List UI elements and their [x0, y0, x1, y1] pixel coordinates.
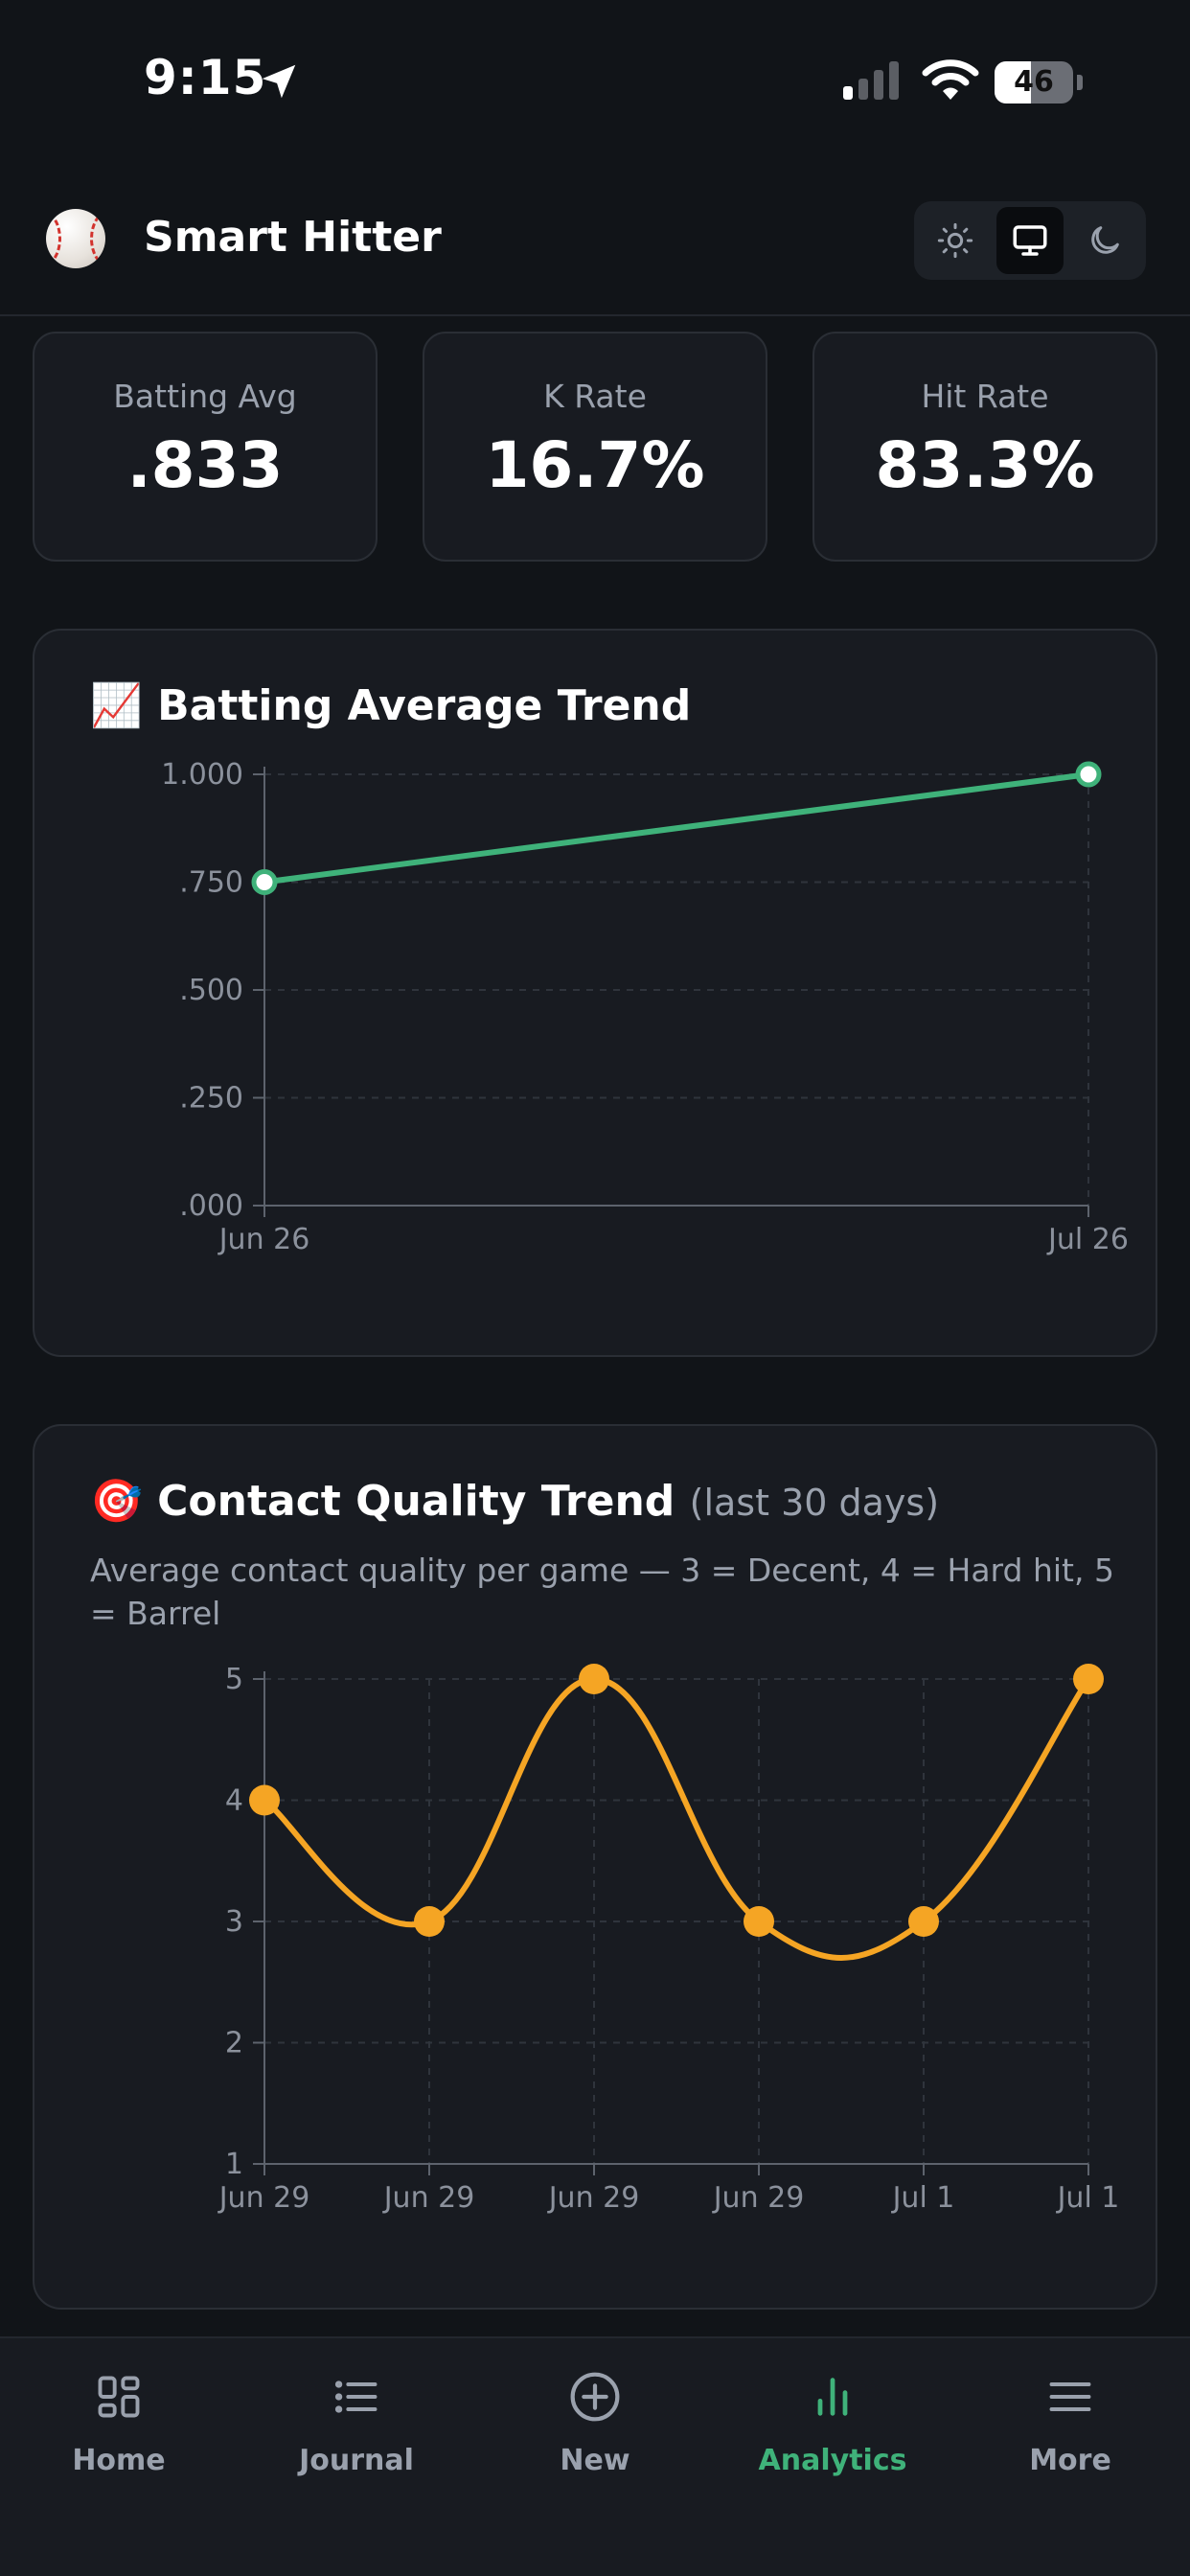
nav-item-analytics[interactable]: Analytics — [737, 2363, 928, 2477]
x-tick-label: Jul 1 — [891, 2181, 955, 2215]
x-tick-label: Jul 26 — [1046, 1223, 1129, 1256]
theme-system-button[interactable] — [996, 207, 1064, 274]
theme-light-button[interactable] — [922, 207, 989, 274]
y-tick-label: .750 — [179, 866, 243, 900]
status-bar: 9:15 46 — [0, 0, 1190, 163]
status-time: 9:15 — [144, 50, 267, 105]
chart-increasing-icon: 📈 — [90, 681, 143, 730]
card-title-text: Batting Average Trend — [157, 681, 692, 730]
bottom-navigation: Home Journal New Analytics M — [0, 2336, 1190, 2576]
location-arrow-icon — [262, 64, 296, 99]
list-icon — [334, 2380, 378, 2413]
nav-label: More — [1029, 2444, 1111, 2477]
moon-icon — [1091, 226, 1119, 254]
y-tick-label: 2 — [225, 2027, 243, 2060]
nav-item-journal[interactable]: Journal — [261, 2363, 452, 2477]
x-tick-label: Jun 29 — [217, 2181, 310, 2215]
stat-card-batting-avg: Batting Avg .833 — [33, 332, 378, 562]
stat-value: 83.3% — [875, 428, 1095, 502]
wifi-icon — [922, 59, 979, 100]
y-tick-label: 5 — [225, 1663, 243, 1696]
series-line — [263, 1676, 1091, 1961]
app-header: Smart Hitter — [0, 163, 1190, 316]
data-point — [251, 869, 278, 895]
batting-average-card: 📈 Batting Average Trend 1.000 .750 .500 .25… — [33, 629, 1157, 1357]
target-icon: 🎯 — [90, 1477, 143, 1526]
y-tick-label: .250 — [179, 1082, 243, 1116]
contact-quality-card: 🎯 Contact Quality Trend (last 30 days) A… — [33, 1424, 1157, 2310]
data-point — [414, 1906, 445, 1937]
series-line — [263, 771, 1089, 886]
theme-dark-button[interactable] — [1071, 207, 1138, 274]
menu-icon — [1049, 2382, 1091, 2411]
data-point — [579, 1664, 609, 1694]
data-point — [249, 1784, 280, 1816]
contact-quality-title: 🎯 Contact Quality Trend (last 30 days) — [90, 1476, 939, 1526]
stat-card-hit-rate: Hit Rate 83.3% — [812, 332, 1157, 562]
app-title: Smart Hitter — [144, 213, 442, 262]
y-tick-label: 1 — [225, 2148, 243, 2181]
nav-item-new[interactable]: New — [499, 2363, 691, 2477]
stat-card-k-rate: K Rate 16.7% — [423, 332, 767, 562]
y-tick-label: .500 — [179, 974, 243, 1007]
theme-toggle — [914, 201, 1146, 280]
nav-item-more[interactable]: More — [974, 2363, 1166, 2477]
contact-quality-subtitle: Average contact quality per game — 3 = D… — [90, 1552, 1114, 1632]
baseball-logo-icon — [46, 209, 105, 268]
battery-indicator: 46 — [995, 61, 1083, 104]
stat-label: Hit Rate — [921, 378, 1049, 415]
x-tick-label: Jun 29 — [382, 2181, 475, 2215]
data-point — [1073, 1664, 1104, 1694]
x-tick-label: Jul 1 — [1056, 2181, 1120, 2215]
nav-label: New — [560, 2444, 630, 2477]
stat-label: K Rate — [543, 378, 647, 415]
grid-icon — [98, 2376, 140, 2418]
stat-value: 16.7% — [485, 428, 705, 502]
y-tick-label: 3 — [225, 1905, 243, 1939]
nav-label: Analytics — [758, 2444, 907, 2477]
monitor-icon — [1013, 225, 1047, 256]
cellular-signal-icon — [843, 61, 899, 100]
data-point — [1075, 761, 1102, 788]
y-tick-label: 1.000 — [161, 758, 243, 792]
stat-value: .833 — [126, 428, 284, 502]
nav-label: Journal — [299, 2444, 414, 2477]
sun-icon — [937, 222, 973, 259]
data-point — [744, 1906, 774, 1937]
y-tick-label: .000 — [179, 1189, 243, 1223]
x-tick-label: Jun 29 — [547, 2181, 640, 2215]
battery-level-text: 46 — [1014, 65, 1054, 99]
x-tick-label: Jun 26 — [217, 1223, 310, 1256]
nav-item-home[interactable]: Home — [23, 2363, 215, 2477]
data-point — [908, 1906, 939, 1937]
y-tick-label: 4 — [225, 1784, 243, 1818]
card-title-suffix: (last 30 days) — [689, 1482, 940, 1524]
x-tick-label: Jun 29 — [712, 2181, 805, 2215]
plus-circle-icon — [570, 2372, 620, 2422]
stat-label: Batting Avg — [113, 378, 297, 415]
batting-average-title: 📈 Batting Average Trend — [90, 680, 691, 730]
nav-label: Home — [72, 2444, 166, 2477]
bar-chart-icon — [817, 2378, 848, 2416]
card-title-text: Contact Quality Trend — [157, 1477, 675, 1526]
